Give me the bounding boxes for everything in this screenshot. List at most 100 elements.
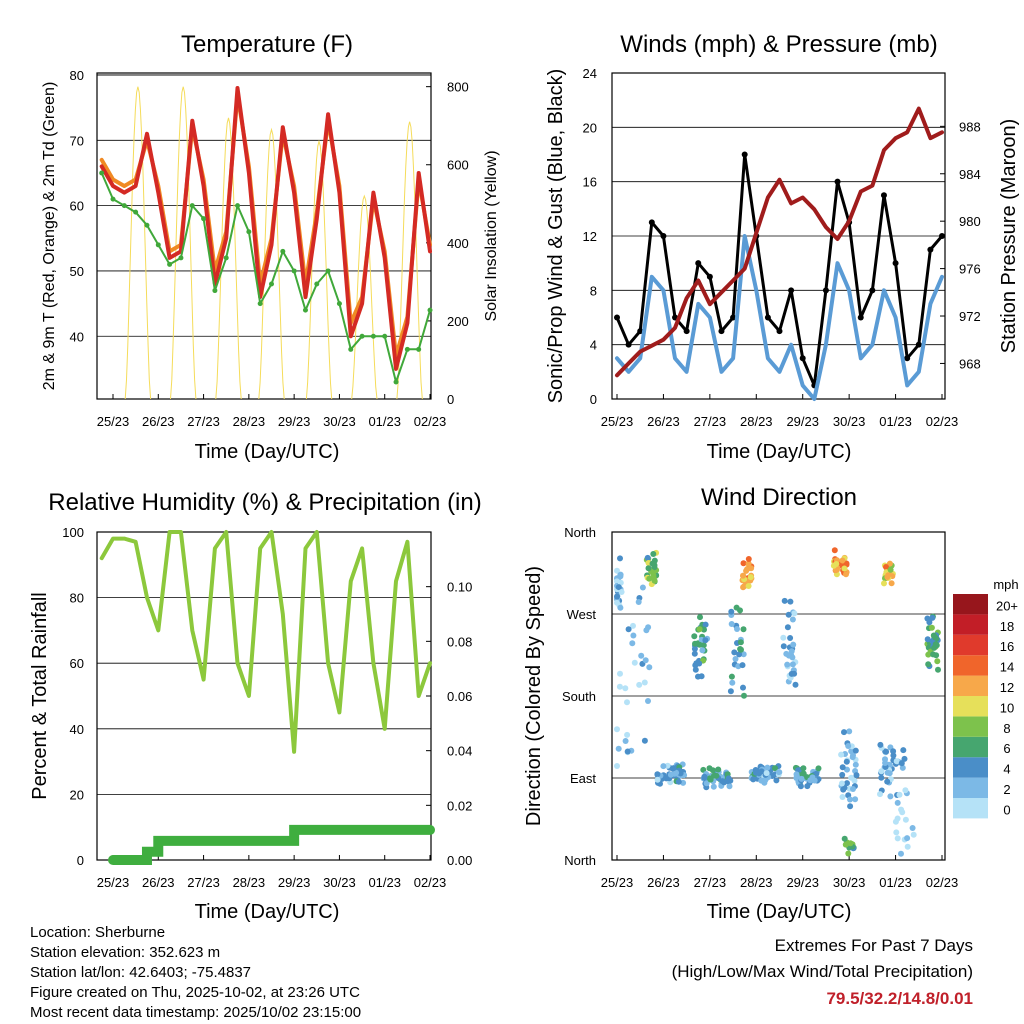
wind-direction-point bbox=[625, 626, 632, 633]
wind-direction-point bbox=[791, 610, 798, 617]
y-right-tick-label: 984 bbox=[959, 167, 981, 182]
wind-direction-point bbox=[615, 584, 622, 591]
colorbar-swatch bbox=[953, 736, 988, 758]
wind-direction-point bbox=[930, 632, 937, 639]
x-tick-label: 01/23 bbox=[368, 414, 401, 429]
wind-direction-point bbox=[901, 755, 908, 762]
y-right-tick-label: 0.02 bbox=[447, 798, 472, 813]
temperature-title: Temperature (F) bbox=[181, 31, 353, 58]
wind-direction-point bbox=[847, 796, 853, 803]
wind-direction-point bbox=[893, 829, 900, 836]
x-tick-label: 29/23 bbox=[278, 414, 311, 429]
wind-direction-point bbox=[762, 776, 769, 783]
y-tick-label: 12 bbox=[583, 229, 597, 244]
wind-direction-point bbox=[784, 624, 791, 631]
wind-direction-point bbox=[841, 729, 847, 736]
x-tick-label: 25/23 bbox=[97, 414, 130, 429]
wind-direction-point bbox=[839, 771, 846, 778]
wind-direction-point bbox=[900, 747, 907, 754]
y-tick-label: 60 bbox=[70, 199, 84, 214]
wind-direction-point bbox=[752, 767, 759, 773]
timestamp-text: Most recent data timestamp: 2025/10/02 2… bbox=[30, 1004, 361, 1021]
wind-direction-point bbox=[764, 764, 771, 771]
wind-direction-point bbox=[786, 652, 792, 659]
x-tick-label: 02/23 bbox=[926, 414, 959, 429]
wind-direction-point bbox=[738, 646, 744, 653]
colorbar-label: 18 bbox=[1000, 619, 1014, 634]
wind-direction-point bbox=[887, 793, 894, 800]
wind-direction-point bbox=[614, 567, 620, 574]
x-tick-label: 27/23 bbox=[187, 414, 220, 429]
pressure-ylabel: Station Pressure (Maroon) bbox=[998, 119, 1020, 354]
line-pressure bbox=[615, 106, 944, 378]
wind-direction-point bbox=[614, 726, 620, 733]
wind-direction-point bbox=[691, 633, 698, 640]
wind-direction-point bbox=[884, 778, 891, 785]
wind-direction-point bbox=[660, 763, 667, 770]
wind-direction-point bbox=[645, 565, 652, 572]
y-right-tick-label: 0.04 bbox=[447, 744, 472, 759]
wind-direction-point bbox=[839, 764, 846, 771]
wind-direction-point bbox=[645, 698, 651, 704]
wind-direction-point bbox=[924, 636, 931, 643]
wind-direction-point bbox=[675, 778, 682, 785]
y-right-tick-label: 0.06 bbox=[447, 689, 472, 704]
wind-direction-point bbox=[886, 770, 893, 777]
x-tick-label: 28/23 bbox=[740, 414, 773, 429]
wind-direction-point bbox=[845, 850, 852, 857]
wind-direction-point bbox=[898, 760, 905, 767]
wind-direction-point bbox=[904, 835, 911, 842]
elevation-text: Station elevation: 352.623 m bbox=[30, 944, 220, 961]
wind-direction-point bbox=[789, 661, 796, 668]
wind-direction-point bbox=[677, 770, 684, 777]
wind-direction-point bbox=[650, 551, 657, 557]
colorbar-swatch bbox=[953, 675, 988, 696]
colorbar-label: 10 bbox=[1000, 700, 1014, 715]
wind-direction-point bbox=[773, 777, 780, 784]
wind-direction-point bbox=[750, 776, 757, 783]
wind-direction-point bbox=[630, 622, 636, 629]
wind-direction-point bbox=[843, 758, 850, 765]
wind-direction-point bbox=[635, 599, 642, 605]
wind-direction-point bbox=[736, 651, 743, 658]
y-tick-label: 50 bbox=[70, 264, 84, 279]
wind-direction-point bbox=[877, 741, 884, 748]
x-tick-label: 27/23 bbox=[187, 875, 220, 890]
x-tick-label: 30/23 bbox=[323, 875, 356, 890]
plot-frame bbox=[96, 72, 432, 400]
wind-direction-point bbox=[847, 803, 854, 810]
wind-direction-point bbox=[784, 661, 791, 668]
wind-direction-point bbox=[744, 566, 751, 573]
y-tick-label: 80 bbox=[70, 68, 84, 83]
line-relative-humidity bbox=[99, 530, 432, 754]
wind-direction-point bbox=[793, 771, 800, 778]
wind-direction-point bbox=[692, 666, 699, 673]
wind-direction-point bbox=[724, 778, 731, 785]
y-tick-label: 4 bbox=[590, 338, 597, 353]
wind-direction-point bbox=[797, 783, 804, 790]
colorbar-label: 0 bbox=[1003, 802, 1010, 817]
wind-direction-xlabel: Time (Day/UTC) bbox=[707, 901, 852, 923]
wind-direction-point bbox=[696, 660, 703, 667]
solar-insolation-peak bbox=[258, 127, 285, 400]
wind-direction-point bbox=[701, 774, 708, 781]
winds-title: Winds (mph) & Pressure (mb) bbox=[620, 31, 937, 58]
wind-direction-point bbox=[925, 661, 932, 668]
wind-direction-point bbox=[650, 574, 657, 581]
wind-direction-point bbox=[832, 567, 839, 574]
wind-direction-point bbox=[630, 632, 637, 639]
location-text: Location: Sherburne bbox=[30, 924, 165, 941]
wind-direction-point bbox=[697, 614, 703, 621]
wind-direction-point bbox=[654, 776, 661, 783]
wind-direction-point bbox=[781, 597, 788, 604]
y-right-tick-label: 400 bbox=[447, 236, 469, 251]
wind-direction-point bbox=[883, 564, 889, 570]
wind-direction-point bbox=[617, 670, 623, 677]
wind-direction-point bbox=[878, 768, 885, 775]
wind-direction-point bbox=[883, 748, 890, 755]
wind-direction-point bbox=[734, 626, 740, 632]
x-tick-label: 30/23 bbox=[833, 414, 866, 429]
wind-direction-point bbox=[726, 783, 733, 790]
colorbar-label: 6 bbox=[1003, 741, 1010, 756]
